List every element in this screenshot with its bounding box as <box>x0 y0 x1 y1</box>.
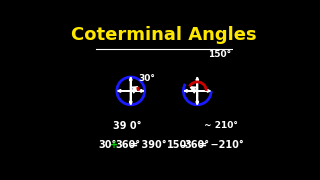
Text: 150°: 150° <box>208 50 231 59</box>
Text: ~ 210°: ~ 210° <box>204 121 238 130</box>
Text: 360°: 360° <box>184 141 209 150</box>
FancyArrow shape <box>185 90 210 92</box>
FancyArrow shape <box>118 90 143 92</box>
Text: 150°: 150° <box>167 141 192 150</box>
Text: 30°: 30° <box>138 74 155 83</box>
FancyArrow shape <box>185 90 210 92</box>
Text: +: + <box>110 141 118 150</box>
FancyArrow shape <box>130 78 132 104</box>
FancyArrow shape <box>130 78 132 104</box>
Text: Coterminal Angles: Coterminal Angles <box>71 26 257 44</box>
Text: 360°: 360° <box>115 141 140 150</box>
Text: = 390°: = 390° <box>130 141 167 150</box>
Text: −: − <box>180 141 188 150</box>
FancyArrow shape <box>196 78 198 104</box>
FancyArrow shape <box>118 90 143 92</box>
Text: 39 0°: 39 0° <box>113 121 141 131</box>
Text: = −210°: = −210° <box>199 141 244 150</box>
Text: 30°: 30° <box>98 141 116 150</box>
FancyArrow shape <box>196 78 198 104</box>
